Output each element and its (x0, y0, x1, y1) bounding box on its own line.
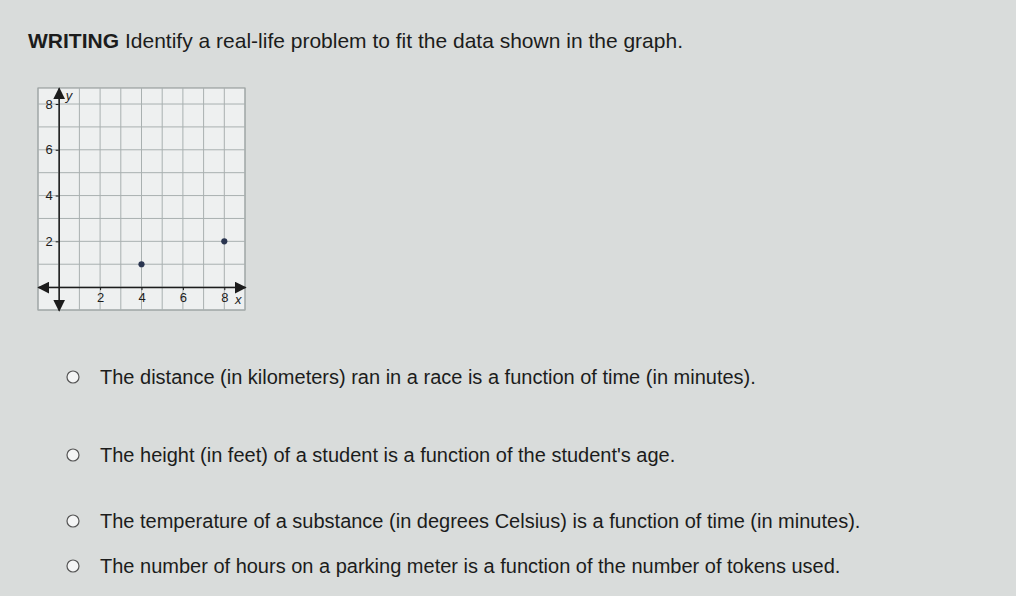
minor-grid-line (245, 88, 246, 310)
y-tick-label: 6 (45, 142, 52, 157)
option-text[interactable]: The height (in feet) of a student is a f… (100, 444, 675, 466)
plot-frame (38, 88, 245, 310)
y-axis: 2 4 6 8 (45, 89, 59, 311)
y-tick-label: 4 (45, 188, 52, 203)
minor-grid-line (162, 88, 163, 310)
grid-line (38, 104, 245, 105)
y-tick-mark (56, 150, 59, 151)
y-tick-mark (56, 241, 59, 242)
data-point (221, 238, 227, 244)
y-tick: 4 (45, 188, 58, 203)
page: WRITING Identify a real-life problem to f… (0, 0, 1016, 596)
minor-grid-line (38, 88, 39, 310)
grid (38, 88, 245, 310)
minor-grid-line (58, 88, 59, 310)
y-tick-label: 8 (45, 97, 52, 112)
data-point (138, 261, 144, 267)
y-tick-mark (56, 104, 59, 105)
x-tick: 2 (97, 287, 104, 305)
y-tick: 8 (45, 97, 58, 112)
radio-button[interactable] (67, 371, 79, 383)
x-tick: 4 (138, 287, 145, 305)
radio-button[interactable] (67, 449, 79, 461)
grid-line (38, 241, 245, 242)
x-axis-title: x (234, 292, 242, 307)
grid-line (182, 88, 183, 310)
option-text[interactable]: The number of hours on a parking meter i… (100, 555, 840, 577)
grid-line (38, 149, 245, 150)
x-tick-label: 2 (97, 290, 104, 305)
grid-line (141, 88, 142, 310)
y-tick: 2 (45, 234, 58, 249)
option-text[interactable]: The temperature of a substance (in degre… (100, 510, 860, 532)
grid-line (100, 88, 101, 310)
x-tick-label: 4 (138, 290, 145, 305)
y-axis-line (58, 89, 60, 311)
question: WRITING Identify a real-life problem to f… (28, 29, 683, 52)
question-label: WRITING (28, 29, 119, 52)
grid-line (38, 195, 245, 196)
y-tick-label: 2 (45, 234, 52, 249)
y-axis-title: y (65, 88, 74, 103)
x-tick: 8 (221, 287, 228, 305)
x-tick-label: 8 (221, 290, 228, 305)
radio-button[interactable] (67, 560, 79, 572)
radio-button[interactable] (67, 515, 79, 527)
grid-line (224, 88, 225, 310)
y-tick: 6 (45, 142, 58, 157)
minor-grid-line (79, 88, 80, 310)
minor-grid-line (120, 88, 121, 310)
minor-grid-line (203, 88, 204, 310)
question-text: Identify a real-life problem to fit the … (125, 29, 683, 52)
x-tick-label: 6 (180, 290, 187, 305)
y-tick-mark (56, 196, 59, 197)
points (138, 238, 227, 267)
x-axis: 2 4 6 8 (39, 287, 246, 305)
x-tick: 6 (180, 287, 187, 305)
option-text[interactable]: The distance (in kilometers) ran in a ra… (100, 366, 756, 388)
